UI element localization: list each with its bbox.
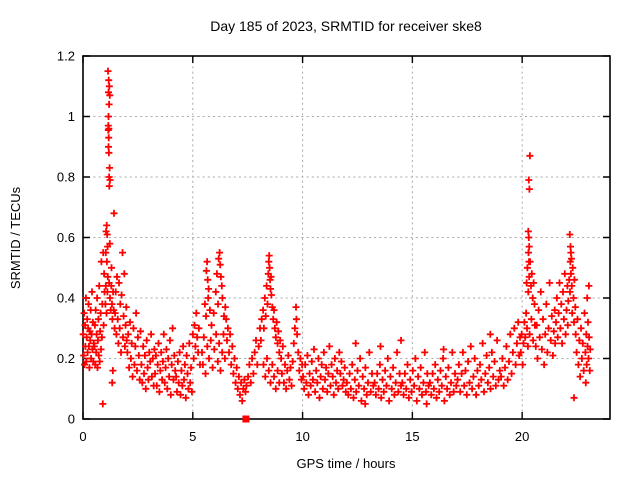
- svg-text:1: 1: [68, 109, 75, 124]
- svg-text:0.2: 0.2: [57, 351, 75, 366]
- outlier-square-marker: [242, 415, 250, 423]
- y-axis-label: SRMTID / TECUs: [8, 186, 23, 289]
- scatter-points: [79, 67, 594, 408]
- svg-text:10: 10: [295, 429, 309, 444]
- chart-title: Day 185 of 2023, SRMTID for receiver ske…: [210, 18, 482, 34]
- x-axis-label: GPS time / hours: [297, 456, 396, 471]
- plot-border: [82, 55, 611, 420]
- svg-text:0.4: 0.4: [57, 291, 75, 306]
- x-tick-labels: 0 5 10 15 20: [79, 429, 529, 444]
- svg-text:1.2: 1.2: [57, 49, 75, 64]
- svg-text:0.8: 0.8: [57, 170, 75, 185]
- gridlines: [83, 56, 610, 419]
- svg-text:20: 20: [515, 429, 529, 444]
- svg-text:0.6: 0.6: [57, 230, 75, 245]
- svg-text:0: 0: [68, 412, 75, 427]
- svg-text:15: 15: [405, 429, 419, 444]
- svg-text:5: 5: [189, 429, 196, 444]
- y-tick-labels: 0 0.2 0.4 0.6 0.8 1 1.2: [57, 49, 75, 427]
- svg-text:0: 0: [79, 429, 86, 444]
